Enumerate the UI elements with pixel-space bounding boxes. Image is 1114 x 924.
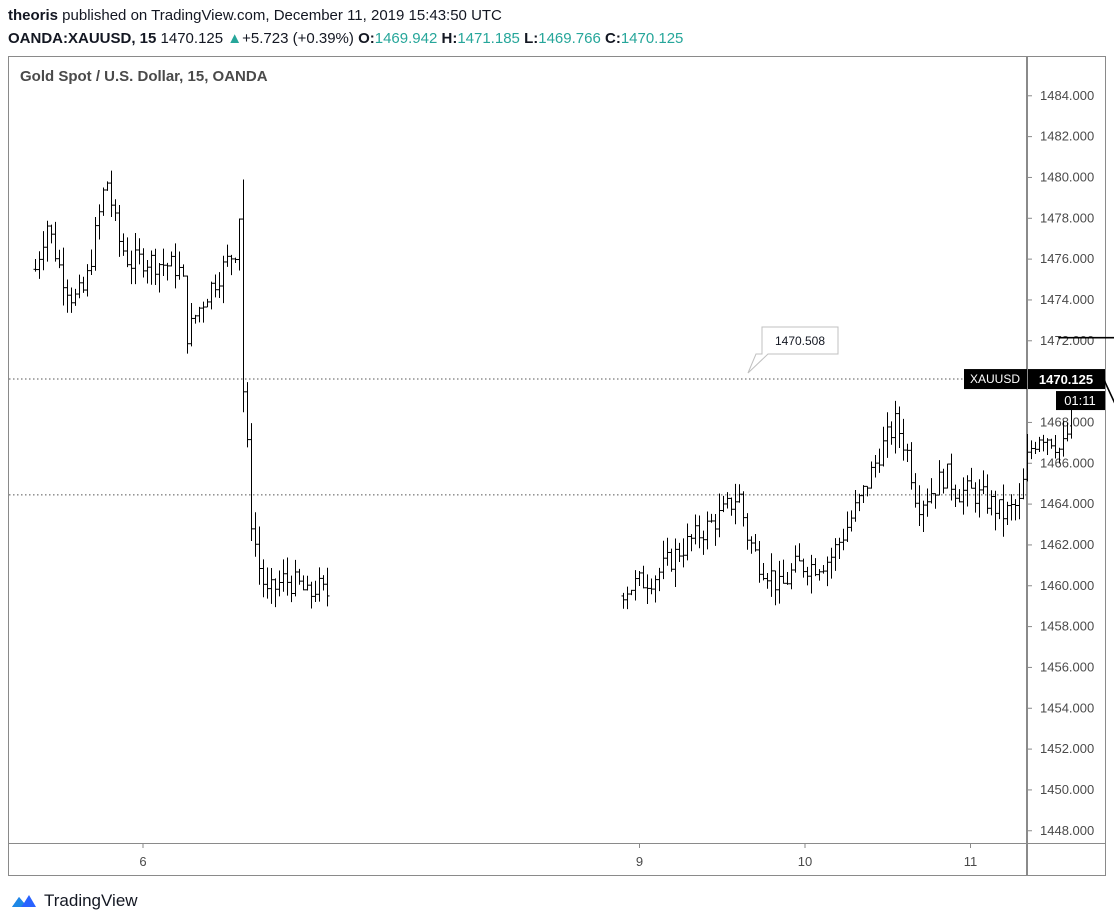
trend-arrow-shaft	[1102, 377, 1114, 404]
y-tick-label: 1454.000	[1040, 700, 1094, 715]
y-tick-label: 1466.000	[1040, 455, 1094, 470]
price-scale-border	[1105, 56, 1106, 876]
countdown-label: 01:11	[1064, 393, 1096, 408]
y-tick-label: 1464.000	[1040, 496, 1094, 511]
y-tick-label: 1458.000	[1040, 619, 1094, 634]
open-value: 1469.942	[374, 30, 438, 47]
symbol-line: OANDA:XAUUSD, 15	[8, 30, 157, 47]
y-tick-label: 1452.000	[1040, 741, 1094, 756]
y-tick-label: 1468.000	[1040, 414, 1094, 429]
x-tick-label: 10	[798, 854, 812, 869]
symbol-info: OANDA:XAUUSD, 15 1470.125 ▲+5.723 (+0.39…	[8, 30, 683, 48]
tradingview-logo[interactable]: TradingView	[10, 890, 138, 912]
symbol-label-box	[964, 369, 1027, 390]
last-price: 1470.125	[160, 30, 224, 47]
author-name[interactable]: theoris	[8, 7, 59, 24]
tradingview-logo-text: TradingView	[44, 891, 138, 910]
low-value: 1469.766	[538, 30, 601, 47]
annotation-label: 1470.508	[775, 334, 825, 348]
y-tick-label: 1478.000	[1040, 210, 1094, 225]
change-arrow-icon: ▲	[227, 30, 243, 47]
x-tick-label: 9	[636, 854, 643, 869]
high-value: 1471.185	[457, 30, 520, 47]
y-tick-label: 1450.000	[1040, 782, 1094, 797]
open-label: O:	[358, 30, 375, 47]
x-tick-label: 6	[139, 854, 146, 869]
publish-info: theoris published on TradingView.com, De…	[8, 7, 502, 25]
corner-border	[1027, 875, 1106, 876]
y-tick-label: 1484.000	[1040, 88, 1094, 103]
published-text: published on TradingView.com, December 1…	[58, 7, 502, 24]
last-price-box	[1028, 369, 1105, 390]
y-tick-label: 1456.000	[1040, 659, 1094, 674]
close-value: 1470.125	[620, 30, 684, 47]
y-tick-label: 1460.000	[1040, 578, 1094, 593]
x-tick-label: 11	[964, 854, 978, 869]
y-tick-label: 1462.000	[1040, 537, 1094, 552]
y-tick-label: 1476.000	[1040, 251, 1094, 266]
y-tick-label: 1480.000	[1040, 169, 1094, 184]
chart-legend-title[interactable]: Gold Spot / U.S. Dollar, 15, OANDA	[20, 68, 268, 85]
high-label: H:	[441, 30, 458, 47]
close-label: C:	[604, 30, 621, 47]
y-tick-label: 1448.000	[1040, 823, 1094, 838]
tradingview-cloud-icon	[12, 895, 36, 907]
y-tick-label: 1482.000	[1040, 129, 1094, 144]
chart-frame[interactable]	[8, 56, 1027, 876]
price-scale-top-border	[1027, 56, 1106, 57]
countdown-box	[1056, 391, 1105, 411]
last-price-label: 1470.125	[1039, 372, 1093, 387]
low-label: L:	[524, 30, 539, 47]
annotation-callout	[747, 326, 839, 374]
time-scale-divider	[8, 843, 1106, 844]
symbol-label: XAUUSD	[970, 372, 1020, 386]
change-value: +5.723 (+0.39%)	[242, 30, 354, 47]
y-tick-label: 1472.000	[1040, 333, 1094, 348]
y-tick-label: 1474.000	[1040, 292, 1094, 307]
